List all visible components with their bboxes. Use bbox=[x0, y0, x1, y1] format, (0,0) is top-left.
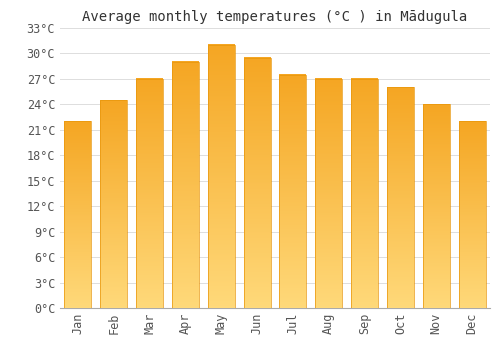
Bar bbox=[172, 62, 199, 308]
Bar bbox=[244, 58, 270, 308]
Bar bbox=[423, 104, 450, 308]
Bar bbox=[208, 45, 234, 308]
Bar bbox=[136, 79, 163, 308]
Bar bbox=[280, 75, 306, 308]
Bar bbox=[387, 88, 414, 308]
Bar bbox=[64, 121, 92, 308]
Bar bbox=[351, 79, 378, 308]
Bar bbox=[316, 79, 342, 308]
Bar bbox=[458, 121, 485, 308]
Bar bbox=[100, 100, 127, 308]
Title: Average monthly temperatures (°C ) in Mādugula: Average monthly temperatures (°C ) in Mā… bbox=[82, 10, 468, 24]
